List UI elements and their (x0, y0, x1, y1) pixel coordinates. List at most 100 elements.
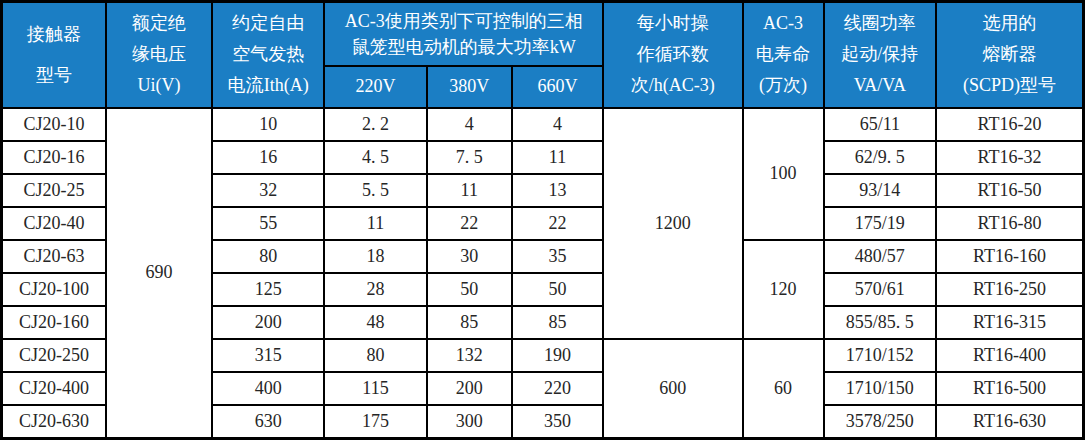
cell-model: CJ20-16 (2, 141, 106, 174)
cell-ith: 315 (212, 339, 324, 372)
cell-model: CJ20-630 (2, 405, 106, 438)
cell-fuse-model: RT16-32 (936, 141, 1083, 174)
cell-power-220v: 28 (324, 273, 426, 306)
cell-power-220v: 18 (324, 240, 426, 273)
header-ac3-max-power-group: AC-3使用类别下可控制的三相 鼠笼型电动机的最大功率kW (324, 2, 603, 66)
header-text: 熔断器 (983, 44, 1037, 65)
header-contactor-model: 接触器 型号 (2, 2, 106, 108)
cell-coil-power: 65/11 (824, 108, 936, 141)
header-coil-power: 线圈功率 起动/保持 VA/VA (824, 2, 936, 108)
cell-coil-power: 480/57 (824, 240, 936, 273)
cell-ui-voltage: 690 (106, 108, 212, 439)
header-text: 电流Ith(A) (228, 75, 309, 96)
cell-coil-power: 93/14 (824, 174, 936, 207)
contactor-spec-sheet: 接触器 型号 额定绝 缘电压 Ui(V) 约定自由 空气发热 电流Ith(A) (0, 0, 1085, 440)
cell-power-380v: 7. 5 (427, 141, 512, 174)
cell-model: CJ20-250 (2, 339, 106, 372)
cell-model: CJ20-400 (2, 372, 106, 405)
cell-model: CJ20-40 (2, 207, 106, 240)
cell-ith: 10 (212, 108, 324, 141)
cell-power-380v: 85 (427, 306, 512, 339)
cell-power-220v: 11 (324, 207, 426, 240)
cell-power-380v: 11 (427, 174, 512, 207)
header-text: AC-3 (763, 13, 803, 34)
header-fuse-model: 选用的 熔断器 (SCPD)型号 (936, 2, 1083, 108)
cell-model: CJ20-63 (2, 240, 106, 273)
cell-power-380v: 50 (427, 273, 512, 306)
cell-ith: 16 (212, 141, 324, 174)
cell-power-380v: 4 (427, 108, 512, 141)
header-text: 空气发热 (232, 44, 304, 65)
cell-electrical-life: 60 (743, 339, 824, 438)
cell-power-660v: 4 (512, 108, 603, 141)
cell-power-380v: 132 (427, 339, 512, 372)
cell-model: CJ20-100 (2, 273, 106, 306)
cell-coil-power: 1710/150 (824, 372, 936, 405)
cell-fuse-model: RT16-500 (936, 372, 1083, 405)
cell-power-220v: 48 (324, 306, 426, 339)
cell-ith: 125 (212, 273, 324, 306)
cell-ith: 80 (212, 240, 324, 273)
cell-power-660v: 85 (512, 306, 603, 339)
header-text: 起动/保持 (841, 44, 918, 65)
cell-cycles-per-hour: 600 (603, 339, 742, 438)
cell-ith: 630 (212, 405, 324, 438)
cell-fuse-model: RT16-315 (936, 306, 1083, 339)
cell-power-660v: 220 (512, 372, 603, 405)
header-text: 鼠笼型电动机的最大功率kW (352, 34, 576, 60)
cell-model: CJ20-25 (2, 174, 106, 207)
cell-coil-power: 1710/152 (824, 339, 936, 372)
cell-power-660v: 350 (512, 405, 603, 438)
header-text: AC-3使用类别下可控制的三相 (345, 8, 583, 34)
cell-coil-power: 570/61 (824, 273, 936, 306)
cell-coil-power: 175/19 (824, 207, 936, 240)
cell-ith: 400 (212, 372, 324, 405)
cell-power-380v: 300 (427, 405, 512, 438)
cell-power-660v: 50 (512, 273, 603, 306)
header-660v: 660V (512, 66, 603, 108)
cell-power-220v: 80 (324, 339, 426, 372)
header-text: 线圈功率 (844, 13, 916, 34)
header-text: 接触器 (27, 24, 81, 45)
cell-electrical-life: 120 (743, 240, 824, 339)
cell-ith: 55 (212, 207, 324, 240)
cell-fuse-model: RT16-630 (936, 405, 1083, 438)
header-text: Ui(V) (137, 75, 180, 96)
cell-power-660v: 13 (512, 174, 603, 207)
cell-power-220v: 4. 5 (324, 141, 426, 174)
cell-power-220v: 2. 2 (324, 108, 426, 141)
header-operating-cycles: 每小时操 作循环数 次/h(AC-3) (603, 2, 742, 108)
contactor-spec-table: 接触器 型号 额定绝 缘电压 Ui(V) 约定自由 空气发热 电流Ith(A) (0, 0, 1085, 440)
header-220v: 220V (324, 66, 426, 108)
header-text: 作循环数 (637, 44, 709, 65)
cell-fuse-model: RT16-400 (936, 339, 1083, 372)
header-text: 电寿命 (756, 44, 810, 65)
cell-model: CJ20-160 (2, 306, 106, 339)
cell-power-380v: 22 (427, 207, 512, 240)
header-text: 次/h(AC-3) (631, 75, 715, 96)
header-text: 选用的 (983, 13, 1037, 34)
cell-fuse-model: RT16-50 (936, 174, 1083, 207)
cell-model: CJ20-10 (2, 108, 106, 141)
table-header: 接触器 型号 额定绝 缘电压 Ui(V) 约定自由 空气发热 电流Ith(A) (2, 2, 1084, 108)
cell-coil-power: 3578/250 (824, 405, 936, 438)
header-electrical-life: AC-3 电寿命 (万次) (743, 2, 824, 108)
header-row-1: 接触器 型号 额定绝 缘电压 Ui(V) 约定自由 空气发热 电流Ith(A) (2, 2, 1084, 66)
header-thermal-current: 约定自由 空气发热 电流Ith(A) (212, 2, 324, 108)
table-body: CJ20-10 690 10 2. 2 4 4 1200 100 65/11 R… (2, 108, 1084, 439)
cell-power-660v: 35 (512, 240, 603, 273)
header-text: 每小时操 (637, 13, 709, 34)
cell-coil-power: 62/9. 5 (824, 141, 936, 174)
cell-power-660v: 11 (512, 141, 603, 174)
cell-ith: 200 (212, 306, 324, 339)
cell-power-660v: 22 (512, 207, 603, 240)
header-text: 缘电压 (132, 44, 186, 65)
header-rated-insulation-voltage: 额定绝 缘电压 Ui(V) (106, 2, 212, 108)
header-text: VA/VA (854, 75, 906, 96)
header-text: (万次) (759, 75, 807, 96)
cell-coil-power: 855/85. 5 (824, 306, 936, 339)
header-text: 型号 (36, 65, 72, 86)
table-row: CJ20-10 690 10 2. 2 4 4 1200 100 65/11 R… (2, 108, 1084, 141)
cell-electrical-life: 100 (743, 108, 824, 240)
cell-power-220v: 115 (324, 372, 426, 405)
